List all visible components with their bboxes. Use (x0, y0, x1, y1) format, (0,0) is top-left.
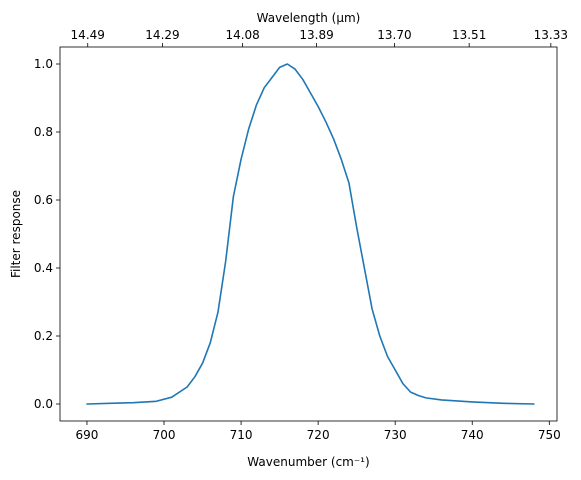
y-tick-label: 0.2 (34, 329, 53, 343)
top-x-tick-label: 14.49 (71, 28, 105, 42)
plot-area (86, 63, 535, 405)
top-x-axis-label: Wavelength (μm) (257, 11, 361, 25)
x-tick-label: 700 (153, 428, 176, 442)
x-axis-label: Wavenumber (cm⁻¹) (247, 455, 369, 469)
x-tick-label: 730 (384, 428, 407, 442)
x-tick-label: 740 (461, 428, 484, 442)
x-axis-bottom: 690 700 710 720 730 740 750 (76, 421, 561, 442)
top-x-tick-label: 13.51 (452, 28, 486, 42)
y-tick-label: 1.0 (34, 57, 53, 71)
y-tick-label: 0.8 (34, 125, 53, 139)
top-x-tick-label: 13.70 (377, 28, 411, 42)
y-tick-label: 0.0 (34, 397, 53, 411)
y-axis-left: 0.0 0.2 0.4 0.6 0.8 1.0 (34, 57, 60, 411)
top-x-tick-label: 14.29 (145, 28, 179, 42)
x-tick-label: 690 (76, 428, 99, 442)
x-axis-top: 14.49 14.29 14.08 13.89 13.70 13.51 13.33 (71, 28, 568, 47)
x-tick-label: 720 (307, 428, 330, 442)
x-tick-label: 710 (230, 428, 253, 442)
y-tick-label: 0.4 (34, 261, 53, 275)
x-tick-label: 750 (538, 428, 561, 442)
top-x-tick-label: 13.89 (299, 28, 333, 42)
axes-frame (59, 46, 558, 422)
y-axis-label: Filter response (9, 190, 23, 278)
top-x-tick-label: 14.08 (225, 28, 259, 42)
filter-response-line (86, 63, 535, 405)
top-x-tick-label: 13.33 (534, 28, 568, 42)
y-tick-label: 0.6 (34, 193, 53, 207)
